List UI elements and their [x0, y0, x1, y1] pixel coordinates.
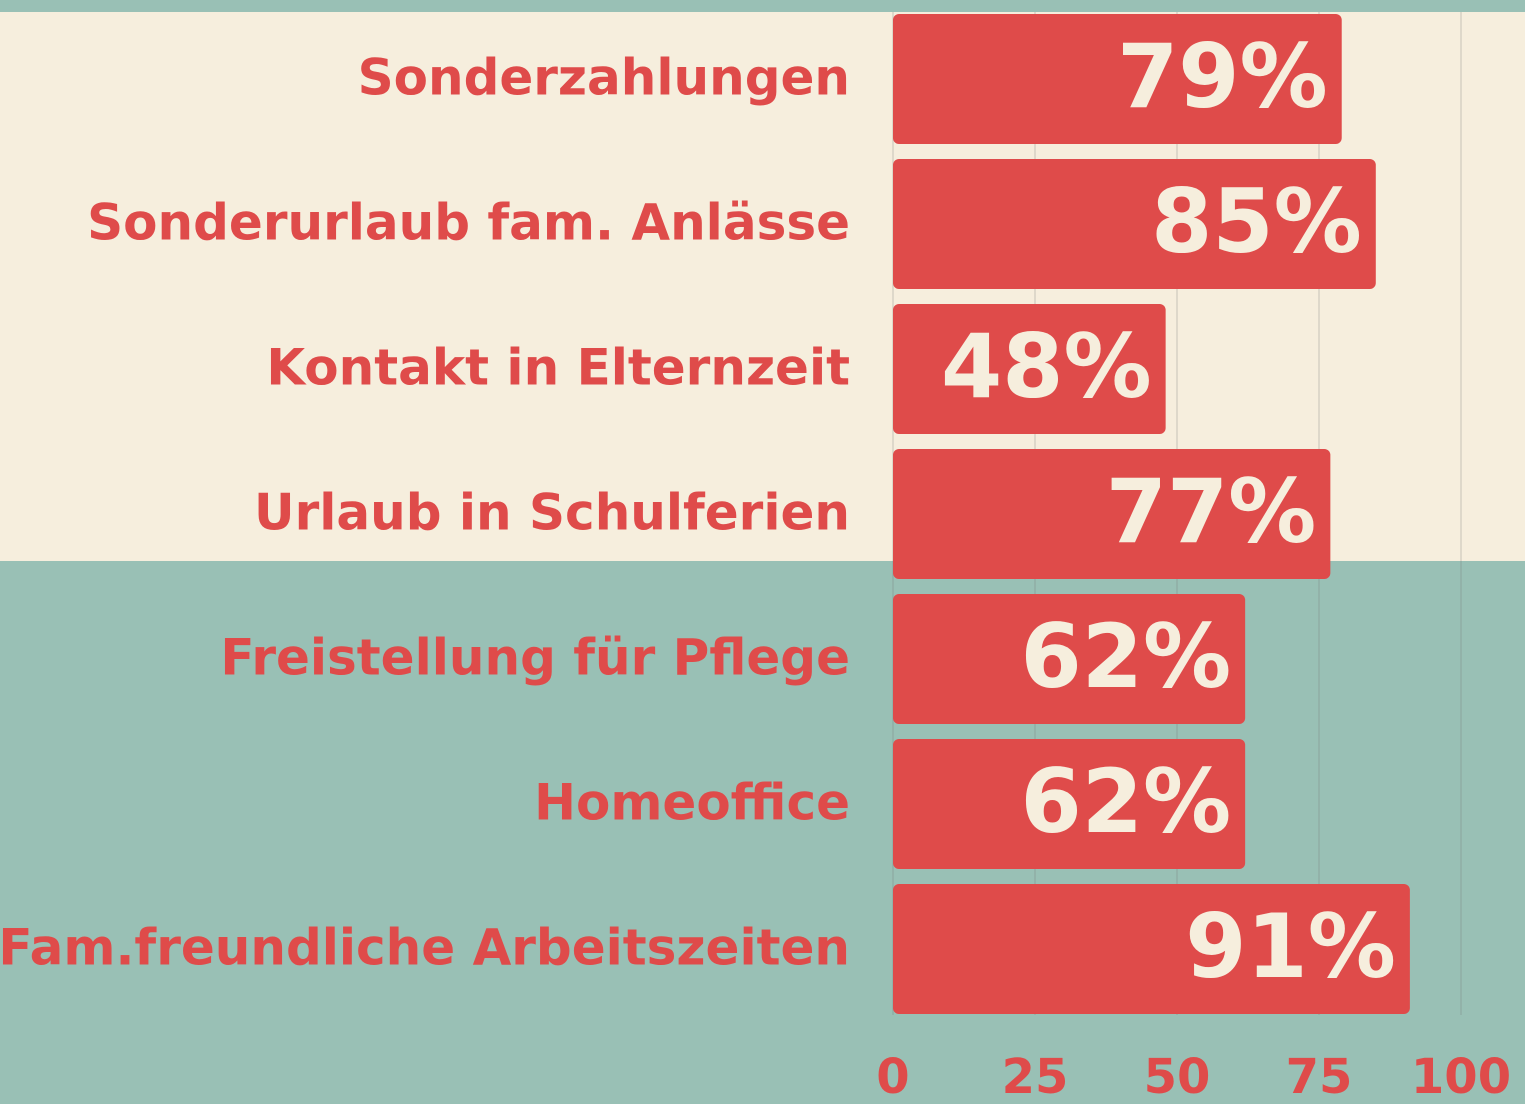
data-label: 62%	[1021, 605, 1232, 708]
y-tick-label: Freistellung für Pflege	[220, 629, 850, 687]
y-tick-label: Sonderurlaub fam. Anlässe	[87, 194, 850, 252]
y-tick-label: Kontakt in Elternzeit	[266, 339, 850, 397]
x-tick-label: 25	[1002, 1049, 1069, 1104]
y-tick-label: Fam.freundliche Arbeitszeiten	[0, 919, 850, 977]
bar	[893, 14, 1342, 144]
bar	[893, 449, 1331, 579]
data-label: 85%	[1151, 170, 1362, 273]
bar	[893, 594, 1246, 724]
data-label: 62%	[1021, 750, 1232, 853]
x-tick-label: 50	[1144, 1049, 1211, 1104]
data-label: 48%	[941, 315, 1152, 418]
y-tick-label: Sonderzahlungen	[358, 49, 850, 107]
data-label: 77%	[1106, 460, 1317, 563]
y-tick-label: Urlaub in Schulferien	[254, 484, 850, 542]
bar	[893, 739, 1246, 869]
data-label: 79%	[1117, 25, 1328, 128]
data-label: 91%	[1185, 895, 1396, 998]
y-tick-label: Homeoffice	[534, 774, 850, 832]
x-tick-label: 75	[1286, 1049, 1353, 1104]
x-tick-label: 0	[876, 1049, 909, 1104]
bar	[893, 884, 1410, 1014]
bar	[893, 304, 1166, 434]
bar	[893, 159, 1376, 289]
x-tick-label: 100	[1411, 1049, 1511, 1104]
